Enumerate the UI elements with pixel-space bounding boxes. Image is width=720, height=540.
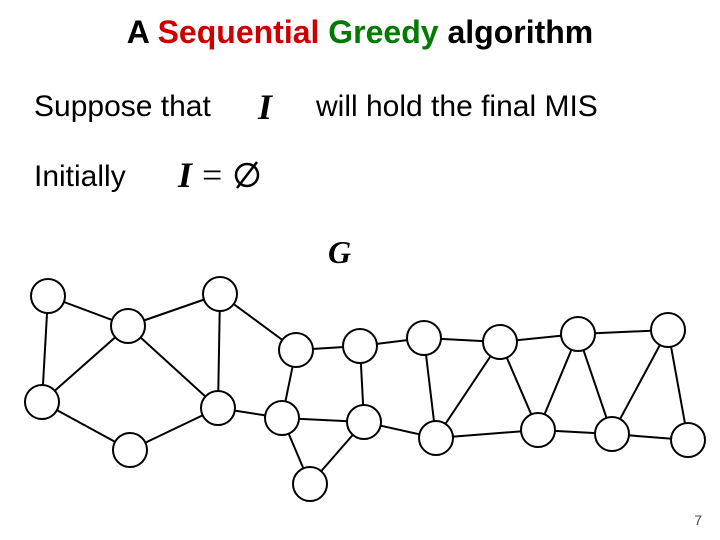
graph-node <box>419 421 453 455</box>
graph-edge <box>128 326 218 408</box>
graph-node <box>113 433 147 467</box>
graph-node <box>347 405 381 439</box>
suppose-suffix: will hold the final MIS <box>316 90 598 123</box>
graph-node <box>651 313 685 347</box>
line-suppose-var: I <box>258 86 272 128</box>
graph-svg <box>0 270 720 510</box>
graph-node <box>201 391 235 425</box>
eq-lhs: I <box>178 155 192 195</box>
graph-node <box>407 321 441 355</box>
slide-number: 7 <box>694 512 702 528</box>
graph-node <box>521 413 555 447</box>
suppose-prefix: Suppose that <box>34 90 211 123</box>
line-suppose: Suppose that <box>34 90 211 124</box>
graph-node <box>343 329 377 363</box>
graph-node <box>561 317 595 351</box>
line-initially-eq: I= <box>178 154 262 196</box>
line-suppose-suffix: will hold the final MIS <box>316 90 598 124</box>
graph-node <box>31 279 65 313</box>
graph-node <box>483 325 517 359</box>
initially-label: Initially <box>34 160 126 193</box>
graph-node <box>671 423 705 457</box>
graph-node <box>265 401 299 435</box>
graph-node <box>279 333 313 367</box>
graph-diagram <box>0 270 720 510</box>
emptyset-icon <box>232 157 262 193</box>
graph-node <box>293 467 327 501</box>
line-initially: Initially <box>34 160 126 194</box>
graph-node <box>203 277 237 311</box>
eq-op: = <box>202 155 222 195</box>
graph-node <box>595 417 629 451</box>
graph-node <box>25 385 59 419</box>
variable-I: I <box>258 87 272 127</box>
slide-title: A Sequential Greedy algorithm <box>0 14 720 51</box>
graph-node <box>111 309 145 343</box>
graph-label: G <box>328 234 351 271</box>
